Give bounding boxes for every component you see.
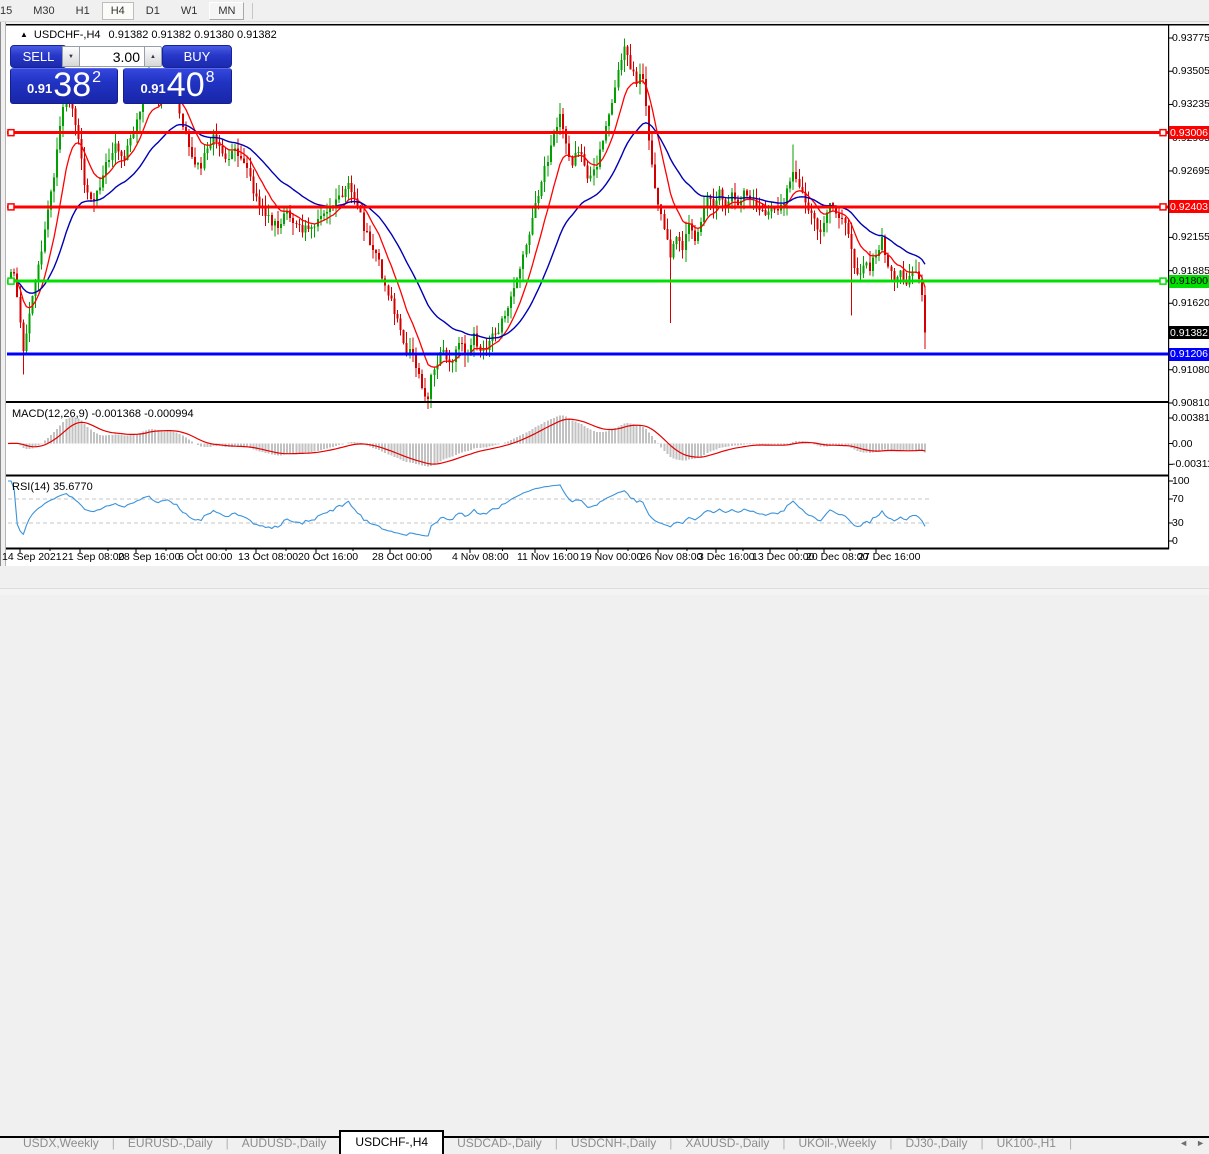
sell-price-big: 38 (53, 66, 92, 104)
tab-usdcad-daily[interactable]: USDCAD-,Daily (457, 1136, 542, 1150)
tab-usdcnh-daily[interactable]: USDCNH-,Daily (570, 1136, 657, 1150)
toolbar-separator (252, 2, 254, 19)
time-axis-label: 3 Dec 16:00 (698, 551, 755, 563)
price-axis-label: 0.92695 (1172, 164, 1209, 177)
timeframe-button-15[interactable]: 15 (0, 4, 13, 17)
time-axis-label: 27 Dec 16:00 (858, 551, 921, 563)
buy-price-prefix: 0.91 (140, 81, 166, 96)
volume-input[interactable]: 3.00 (80, 46, 144, 67)
rsi-axis-label: 70 (1172, 493, 1184, 505)
price-axis-label: 0.91620 (1172, 297, 1209, 310)
price-axis-label: 0.93235 (1172, 98, 1209, 111)
chart-tabs: USDX,Weekly | EURUSD-,Daily | AUDUSD-,Daily U… (10, 1130, 1073, 1154)
sell-button[interactable]: SELL (10, 45, 67, 68)
volume-decrease-button[interactable]: ▼ (62, 46, 80, 67)
time-axis-label: 28 Oct 00:00 (372, 551, 433, 563)
window-border-left (0, 22, 1, 595)
sell-price-prefix: 0.91 (26, 81, 53, 96)
price-axis-label: 0.92155 (1172, 231, 1209, 244)
time-axis-label: 11 Nov 16:00 (517, 551, 579, 563)
tab-audusd-daily[interactable]: AUDUSD-,Daily (241, 1136, 327, 1150)
tab-scroll-right-icon[interactable]: ► (1196, 1138, 1205, 1148)
time-axis-label: 28 Sep 16:00 (118, 551, 181, 563)
one-click-trading-panel: SELL ▼ 3.00 ▲ BUY 0.91 38 2 0.91 40 8 (10, 45, 232, 104)
timeframe-button-d1[interactable]: D1 (145, 4, 160, 17)
chart-ohlc-values: 0.91382 0.91382 0.91380 0.91382 (108, 28, 277, 41)
price-level-badge: 0.91382 (1169, 326, 1209, 340)
price-level-badge[interactable]: 0.92403 (1169, 200, 1209, 214)
price-axis-label: 0.93505 (1172, 65, 1209, 78)
time-axis-label: 13 Oct 08:00 (238, 551, 299, 563)
timeframe-button-mn[interactable]: MN (209, 1, 245, 20)
price-axis-label: 0.93775 (1172, 32, 1209, 44)
rsi-axis-label: 100 (1172, 475, 1190, 487)
macd-axis-label: -0.003115 (1172, 458, 1209, 471)
tab-ukoil-weekly[interactable]: UKOil-,Weekly (798, 1136, 877, 1150)
buy-price-big: 40 (166, 66, 205, 104)
tab-scroll-left-icon[interactable]: ◄ (1179, 1138, 1189, 1148)
tab-dj30-daily[interactable]: DJ30-,Daily (905, 1136, 968, 1150)
tab-eurusd-daily[interactable]: EURUSD-,Daily (127, 1136, 213, 1150)
macd-axis-label: 0.003811 (1172, 412, 1209, 424)
window-border-left-inner (5, 22, 6, 595)
volume-increase-button[interactable]: ▲ (144, 46, 162, 67)
time-axis-label: 20 Oct 16:00 (298, 551, 359, 563)
timeframe-button-w1[interactable]: W1 (180, 4, 198, 17)
tab-usdx-weekly[interactable]: USDX,Weekly (23, 1136, 99, 1150)
macd-axis-label: 0.00 (1172, 437, 1193, 450)
timeframe-button-h4[interactable]: H4 (101, 1, 134, 20)
chart-title: ▲ USDCHF-,H4 0.91382 0.91382 0.91380 0.9… (20, 28, 277, 41)
timeframe-button-h1[interactable]: H1 (75, 4, 90, 17)
sell-price-display[interactable]: 0.91 38 2 (10, 68, 118, 104)
timeframe-toolbar: 15 M30 H1 H4 D1 W1 MN (0, 0, 1209, 22)
tab-xauusd-daily[interactable]: XAUUSD-,Daily (685, 1136, 770, 1150)
buy-button[interactable]: BUY (162, 45, 232, 68)
tab-scroll-buttons: ◄ ► (1179, 1138, 1205, 1148)
buy-price-sup: 8 (205, 69, 215, 86)
chevron-up-icon: ▲ (150, 53, 156, 60)
time-axis-label: 6 Oct 00:00 (178, 551, 233, 563)
sell-price-sup: 2 (92, 69, 102, 86)
price-level-badge[interactable]: 0.91206 (1169, 347, 1209, 361)
macd-indicator-label: MACD(12,26,9) -0.001368 -0.000994 (12, 408, 194, 420)
time-axis-label: 19 Nov 00:00 (580, 551, 643, 563)
tab-uk100-h1[interactable]: UK100-,H1 (996, 1136, 1056, 1150)
chevron-down-icon: ▼ (68, 53, 74, 60)
price-level-badge[interactable]: 0.93006 (1169, 126, 1209, 140)
price-axis-label: 0.91080 (1172, 363, 1209, 376)
price-level-badge[interactable]: 0.91800 (1169, 274, 1209, 288)
price-axis-label: 0.90810 (1172, 396, 1209, 409)
time-axis-label: 21 Sep 08:00 (62, 551, 125, 563)
time-axis-label: 26 Nov 08:00 (640, 551, 703, 563)
time-axis-label: 20 Dec 08:00 (806, 551, 869, 563)
rsi-axis-label: 0 (1172, 535, 1178, 547)
time-axis-label: 13 Dec 00:00 (752, 551, 815, 563)
buy-price-display[interactable]: 0.91 40 8 (123, 68, 232, 104)
time-axis-label: 14 Sep 2021 (2, 551, 62, 563)
timeframe-button-m30[interactable]: M30 (33, 4, 55, 17)
chart-symbol-period: USDCHF-,H4 (33, 28, 101, 41)
price-axis-label: 0.91885 (1172, 264, 1209, 277)
time-axis-label: 4 Nov 08:00 (452, 551, 509, 563)
chart-background (6, 24, 1209, 566)
rsi-indicator-label: RSI(14) 35.6770 (12, 481, 93, 493)
tab-divider: | (1068, 1136, 1073, 1150)
chart-tab-bar: USDX,Weekly | EURUSD-,Daily | AUDUSD-,Daily U… (0, 566, 1209, 1154)
tab-usdchf-h4[interactable]: USDCHF-,H4 (339, 1130, 445, 1154)
status-bar (0, 588, 1209, 595)
collapse-chart-icon[interactable]: ▲ (20, 30, 28, 39)
rsi-axis-label: 30 (1172, 517, 1184, 529)
